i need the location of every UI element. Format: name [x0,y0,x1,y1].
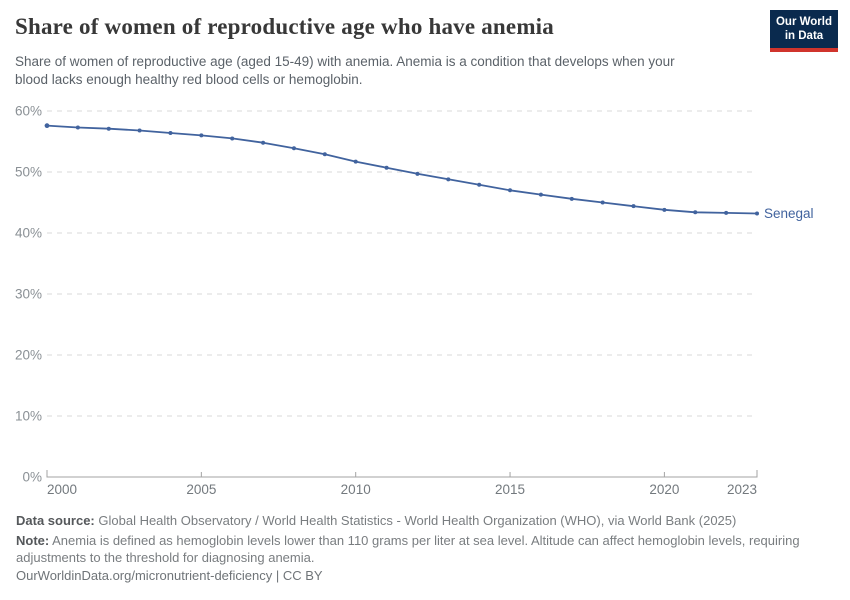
data-point[interactable] [75,125,80,130]
data-source-line: Data source: Global Health Observatory /… [16,513,736,529]
series-senegal[interactable]: Senegal [44,123,814,221]
data-point[interactable] [384,165,389,170]
chart-subtitle-line2: blood lacks enough healthy red blood cel… [15,71,363,87]
data-point[interactable] [106,126,111,131]
y-gridlines [47,110,757,417]
footer-citation-link[interactable]: OurWorldinData.org/micronutrient-deficie… [16,568,323,583]
note-line-1: Note: Anemia is defined as hemoglobin le… [16,533,800,549]
data-source-text: Global Health Observatory / World Health… [98,513,737,528]
y-tick-label: 10% [15,409,42,424]
y-axis-labels: 0% 10% 20% 30% 40% 50% 60% [15,104,42,485]
data-point[interactable] [446,177,451,182]
y-tick-label: 60% [15,104,42,119]
chart-subtitle-line1: Share of women of reproductive age (aged… [15,54,675,69]
data-point[interactable] [230,136,235,141]
x-tick-label: 2010 [341,482,371,497]
data-point[interactable] [662,207,667,212]
data-source-label: Data source: [16,513,95,528]
x-tick-label: 2020 [649,482,679,497]
data-point[interactable] [631,204,636,209]
x-tick-label: 2005 [186,482,216,497]
y-tick-label: 30% [15,287,42,302]
chart-subtitle: Share of women of reproductive age (aged… [15,53,675,88]
x-tick-label: 2015 [495,482,525,497]
owid-logo-accent-bar [770,48,838,52]
note-line-2: adjustments to the threshold for diagnos… [16,550,315,565]
data-point[interactable] [600,200,605,205]
series-label-senegal[interactable]: Senegal [764,206,814,221]
x-tick-label: 2000 [47,482,77,497]
data-point[interactable] [477,182,482,187]
data-point[interactable] [291,146,296,151]
data-point[interactable] [538,192,543,197]
data-point[interactable] [508,188,513,193]
owid-logo-text: Our World in Data [770,10,838,48]
y-tick-label: 50% [15,165,42,180]
x-tick-label: 2023 [727,482,757,497]
data-point[interactable] [168,130,173,135]
owid-logo[interactable]: Our World in Data [770,10,838,52]
y-tick-label: 40% [15,226,42,241]
data-point[interactable] [415,171,420,176]
x-axis: 2000 2005 2010 2015 2020 2023 [46,470,758,497]
data-point[interactable] [755,211,759,216]
data-point[interactable] [353,159,358,164]
data-point[interactable] [44,123,50,129]
data-point[interactable] [137,128,142,133]
data-point[interactable] [261,140,266,145]
y-tick-label: 0% [22,470,42,485]
series-line[interactable] [46,124,758,215]
note-label: Note: [16,533,50,548]
x-axis-line [46,470,758,478]
y-tick-label: 20% [15,348,42,363]
note-text-1: Anemia is defined as hemoglobin levels l… [52,533,800,548]
data-point[interactable] [569,196,574,201]
data-point[interactable] [322,152,327,157]
data-point[interactable] [724,210,729,215]
data-point[interactable] [693,210,698,215]
data-point[interactable] [199,133,204,138]
page-title: Share of women of reproductive age who h… [15,14,554,39]
